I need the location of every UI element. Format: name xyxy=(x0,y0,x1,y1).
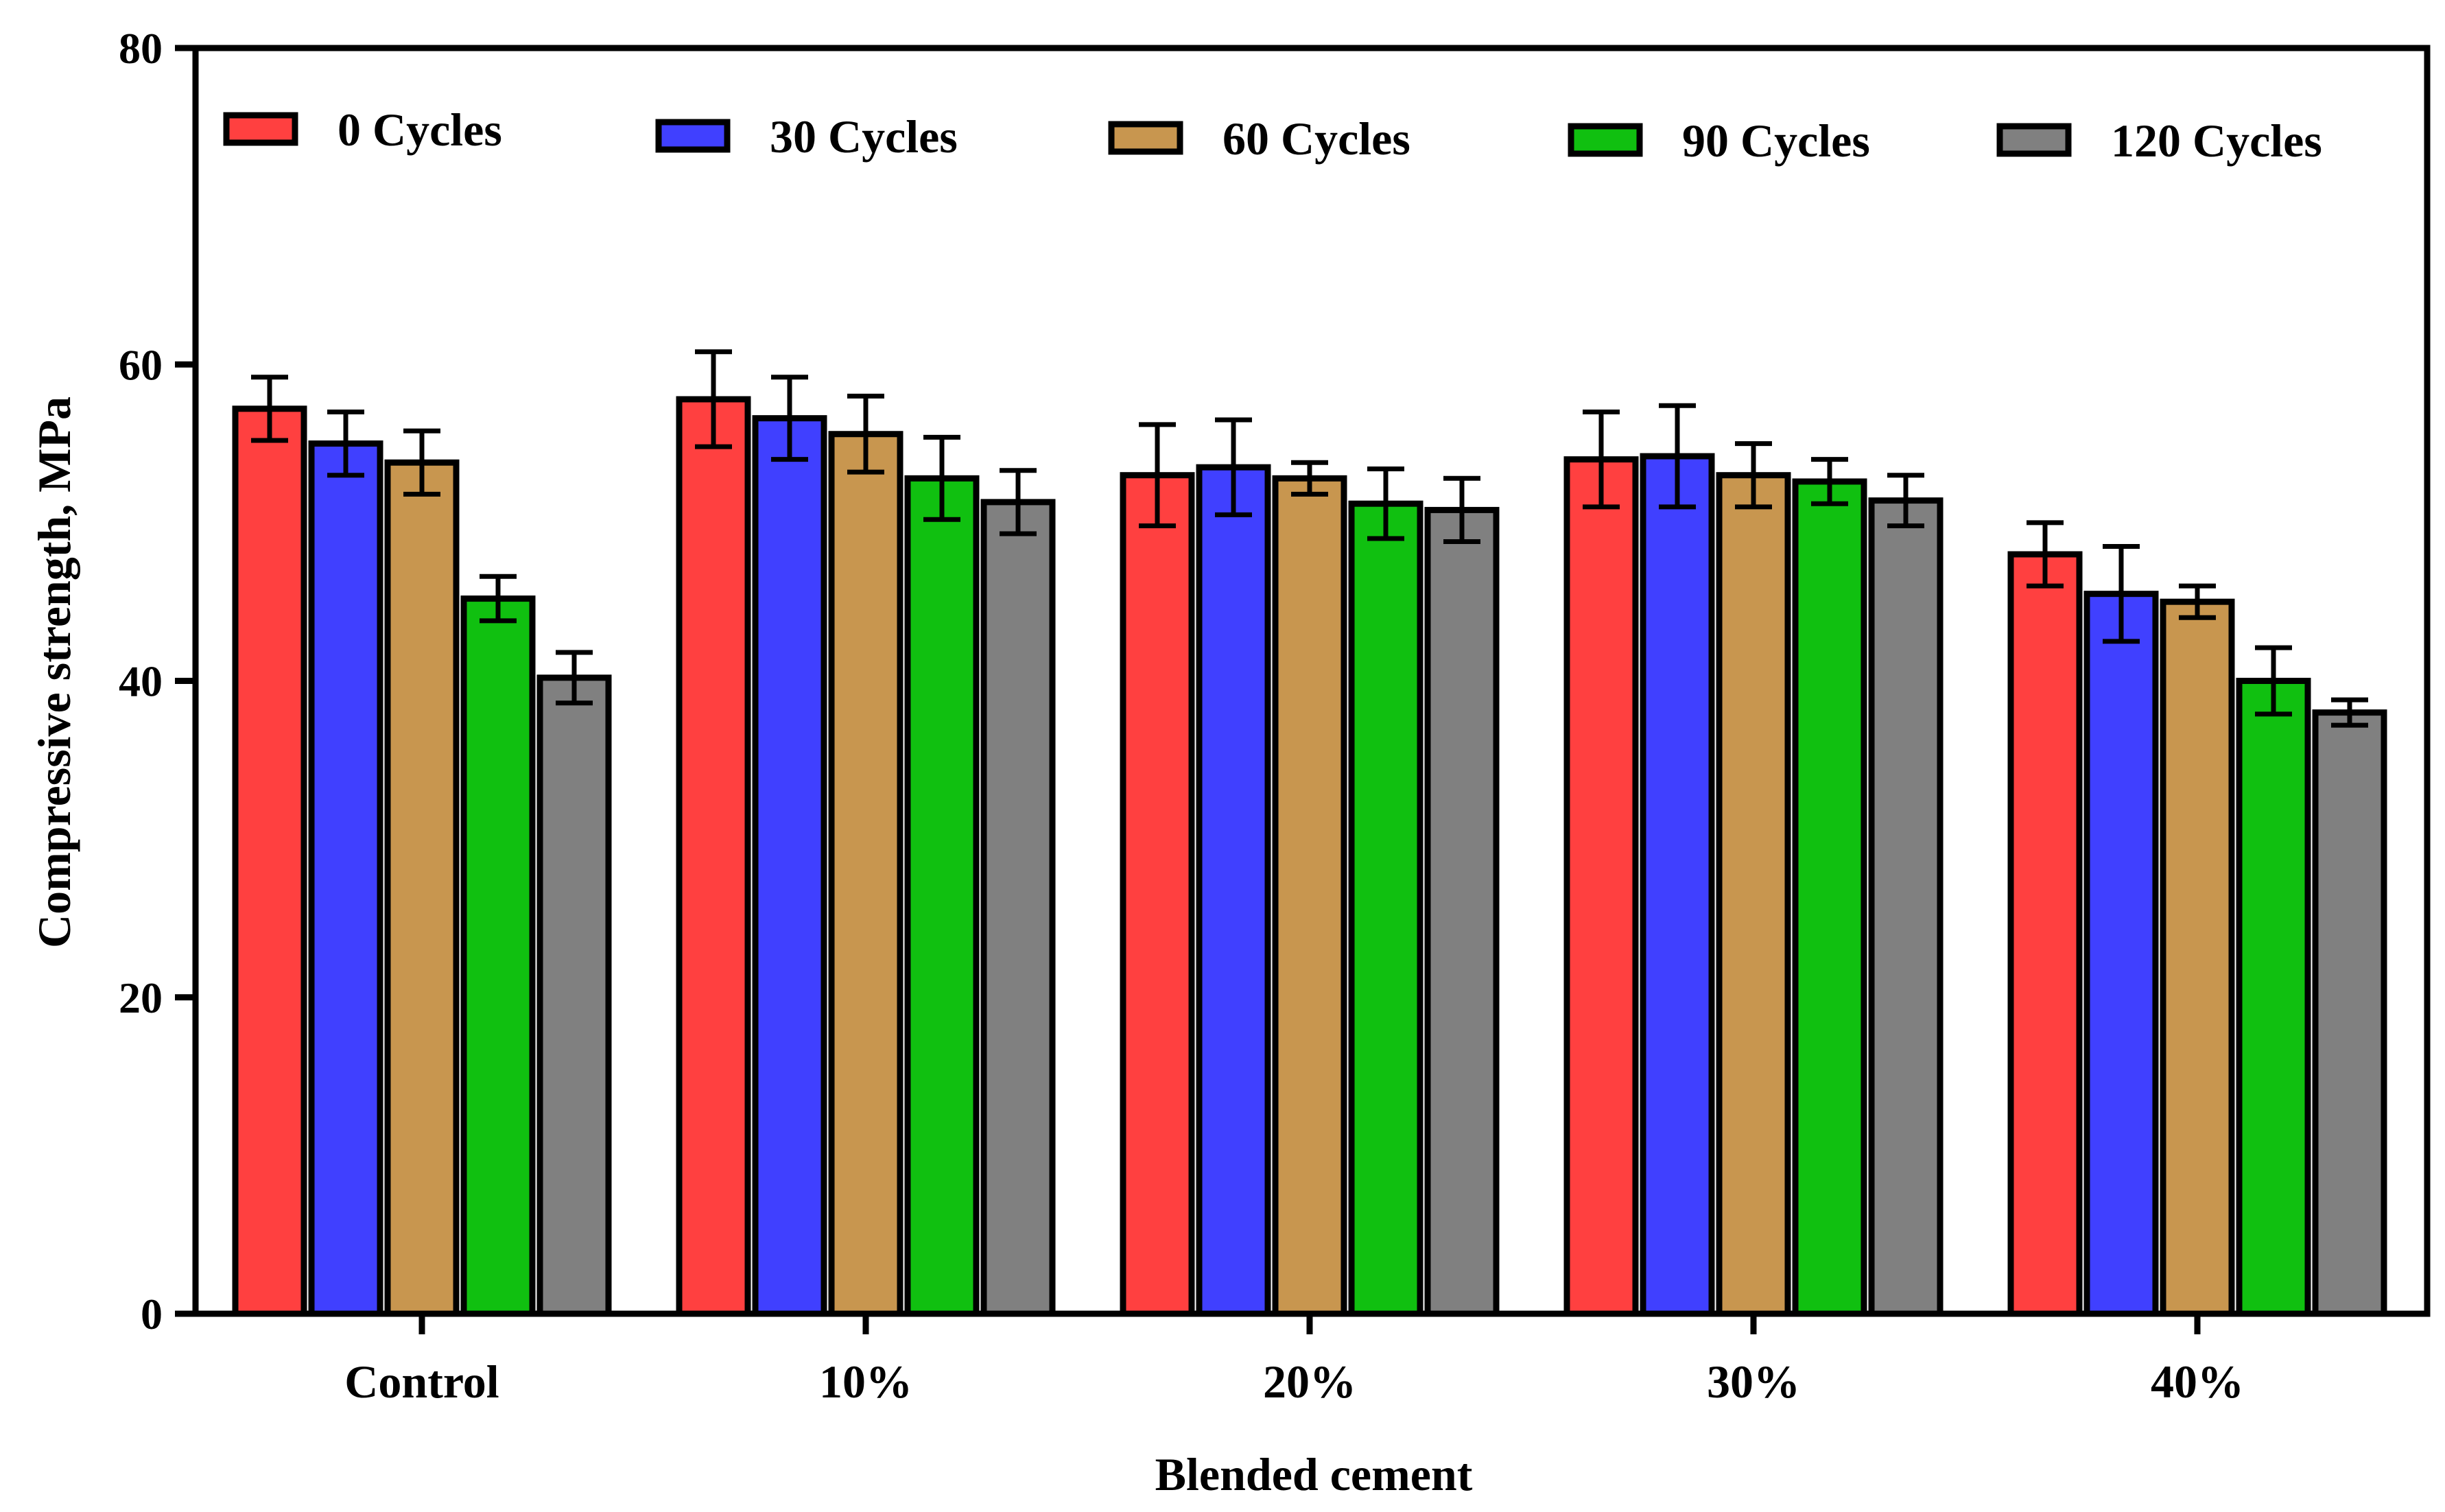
bar-control-30-cycles xyxy=(308,440,383,1317)
error-bar-20pct-120-cycles xyxy=(1443,475,1480,545)
legend-swatch xyxy=(1996,123,2072,157)
error-bar-40pct-120-cycles xyxy=(2331,697,2368,728)
bar-20pct-30-cycles xyxy=(1196,464,1271,1317)
error-bar-control-120-cycles xyxy=(556,650,593,706)
legend-label: 30 Cycles xyxy=(770,110,958,163)
x-tick-label-control: Control xyxy=(344,1356,499,1408)
y-tick-label-80: 80 xyxy=(119,24,163,73)
error-bar-30pct-120-cycles xyxy=(1887,473,1924,528)
y-tick-label-40: 40 xyxy=(119,657,163,706)
bar-20pct-60-cycles xyxy=(1272,475,1347,1317)
error-bar-20pct-60-cycles xyxy=(1291,460,1328,497)
error-bar-30pct-60-cycles xyxy=(1735,441,1772,510)
error-bar-20pct-0-cycles xyxy=(1139,422,1176,528)
y-tick-label-20: 20 xyxy=(119,973,163,1022)
bars-layer xyxy=(232,396,2387,1317)
bar-control-90-cycles xyxy=(460,595,536,1317)
bar-40pct-60-cycles xyxy=(2160,598,2235,1317)
legend-swatch xyxy=(1568,123,1643,157)
bar-20pct-0-cycles xyxy=(1120,472,1195,1317)
error-bar-control-90-cycles xyxy=(480,574,517,624)
error-bar-10pct-120-cycles xyxy=(1000,468,1037,536)
bar-control-60-cycles xyxy=(384,459,460,1317)
bar-30pct-60-cycles xyxy=(1716,472,1791,1317)
y-axis-title: Compressive strength, MPa xyxy=(28,397,80,948)
legend-swatch xyxy=(655,119,731,153)
bar-40pct-0-cycles xyxy=(2007,551,2083,1317)
error-bar-control-60-cycles xyxy=(403,428,440,497)
error-bar-10pct-0-cycles xyxy=(695,349,732,449)
error-bar-10pct-60-cycles xyxy=(847,393,884,475)
bar-10pct-120-cycles xyxy=(980,499,1056,1317)
bar-40pct-120-cycles xyxy=(2312,709,2387,1317)
error-bars-layer xyxy=(251,349,2368,728)
x-axis: Control 10% 20% 30% 40% xyxy=(344,1314,2244,1408)
legend-item-90-cycles: 90 Cycles xyxy=(1568,115,1870,167)
y-tick-label-0: 0 xyxy=(141,1290,163,1338)
bar-control-0-cycles xyxy=(232,405,307,1317)
x-axis-title: Blended cement xyxy=(1155,1448,1473,1500)
x-tick-label-20pct: 20% xyxy=(1263,1356,1356,1408)
legend-swatch xyxy=(223,112,298,146)
bar-10pct-30-cycles xyxy=(752,415,827,1317)
legend-label: 120 Cycles xyxy=(2111,115,2322,167)
error-bar-40pct-0-cycles xyxy=(2027,520,2064,589)
bar-40pct-90-cycles xyxy=(2236,678,2311,1317)
y-tick-label-60: 60 xyxy=(119,340,163,389)
legend: 0 Cycles 30 Cycles 60 Cycles 90 Cycles 120 C… xyxy=(223,104,2322,167)
legend-label: 0 Cycles xyxy=(338,104,502,156)
error-bar-20pct-30-cycles xyxy=(1215,417,1252,517)
bar-30pct-0-cycles xyxy=(1563,456,1639,1317)
error-bar-30pct-0-cycles xyxy=(1583,409,1620,510)
bar-10pct-90-cycles xyxy=(904,475,980,1317)
error-bar-20pct-90-cycles xyxy=(1367,466,1404,541)
bar-30pct-90-cycles xyxy=(1792,478,1867,1317)
legend-label: 90 Cycles xyxy=(1682,115,1870,167)
bar-40pct-30-cycles xyxy=(2083,591,2159,1317)
bar-30pct-120-cycles xyxy=(1868,497,1944,1317)
bar-control-120-cycles xyxy=(536,674,612,1317)
x-tick-label-30pct: 30% xyxy=(1707,1356,1800,1408)
bar-10pct-60-cycles xyxy=(828,431,903,1317)
y-axis: 0 20 40 60 80 xyxy=(119,24,196,1338)
error-bar-40pct-30-cycles xyxy=(2103,543,2140,644)
error-bar-30pct-90-cycles xyxy=(1811,457,1848,506)
error-bar-40pct-90-cycles xyxy=(2255,645,2292,717)
bar-20pct-120-cycles xyxy=(1424,506,1500,1317)
legend-swatch xyxy=(1108,121,1183,155)
error-bar-30pct-30-cycles xyxy=(1659,403,1696,510)
error-bar-40pct-60-cycles xyxy=(2179,583,2216,620)
legend-label: 60 Cycles xyxy=(1222,113,1410,165)
error-bar-control-0-cycles xyxy=(251,375,288,443)
error-bar-control-30-cycles xyxy=(327,409,364,478)
error-bar-10pct-90-cycles xyxy=(923,434,960,522)
bar-30pct-30-cycles xyxy=(1640,453,1715,1317)
legend-item-30-cycles: 30 Cycles xyxy=(655,110,958,163)
legend-item-60-cycles: 60 Cycles xyxy=(1108,113,1410,165)
bar-20pct-90-cycles xyxy=(1348,500,1424,1317)
legend-item-0-cycles: 0 Cycles xyxy=(223,104,502,156)
bar-10pct-0-cycles xyxy=(676,396,751,1317)
x-tick-label-10pct: 10% xyxy=(819,1356,912,1408)
error-bar-10pct-30-cycles xyxy=(771,375,808,462)
legend-item-120-cycles: 120 Cycles xyxy=(1996,115,2322,167)
x-tick-label-40pct: 40% xyxy=(2151,1356,2244,1408)
